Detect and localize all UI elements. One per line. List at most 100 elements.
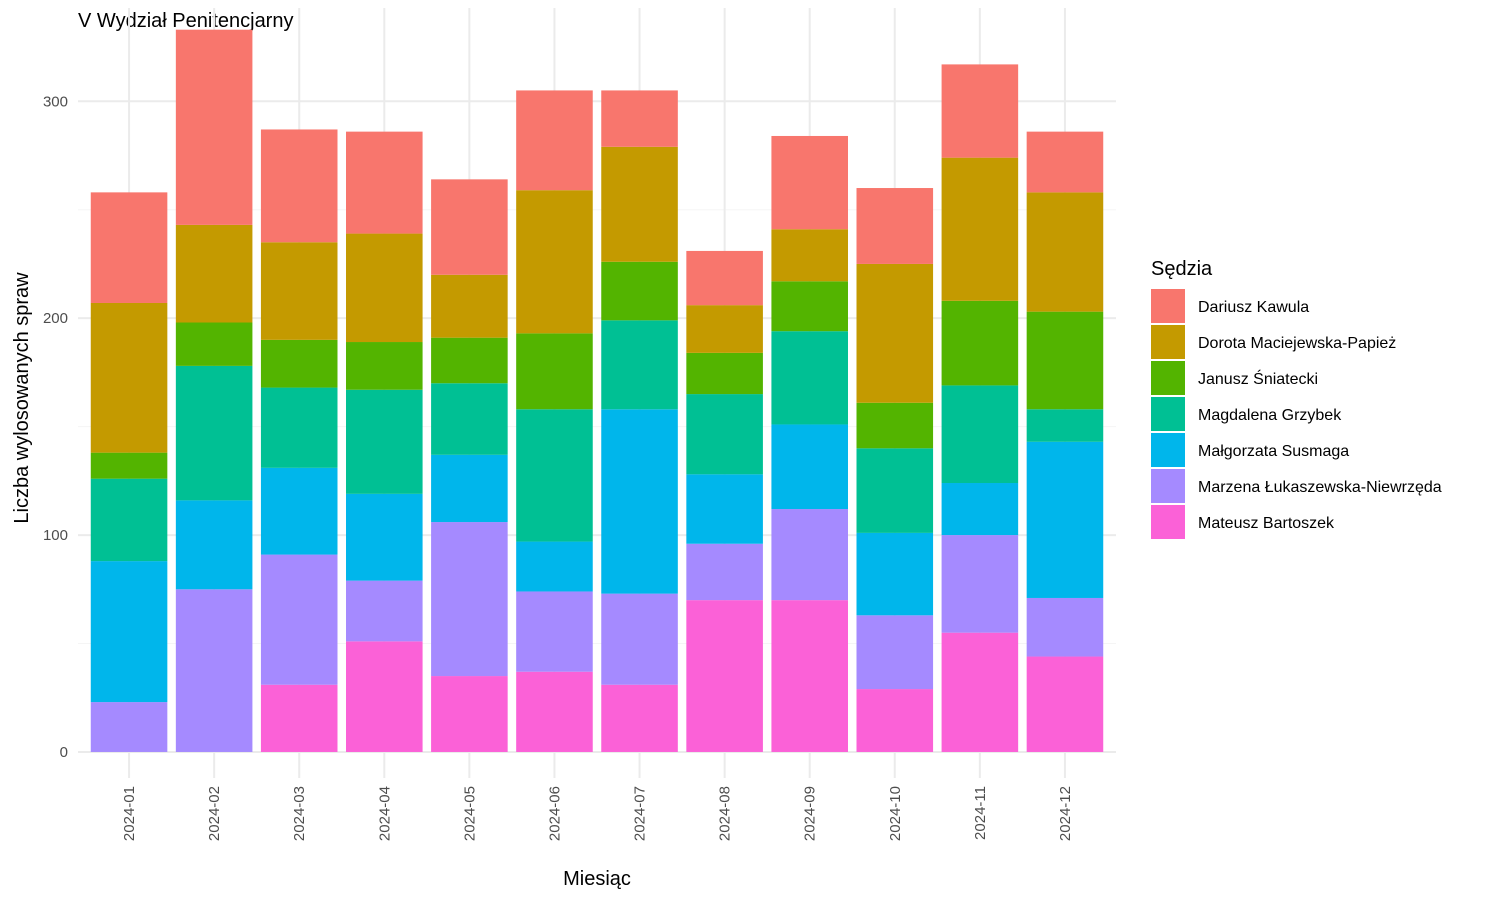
bar-segment	[686, 394, 763, 475]
bar-segment	[771, 135, 848, 230]
bar-segment	[346, 342, 423, 390]
bar-segment	[346, 580, 423, 642]
bar-segment	[601, 320, 678, 410]
x-tick-label: 2024-08	[717, 786, 734, 841]
bar-segment	[431, 454, 508, 523]
bar-segment	[1026, 597, 1104, 657]
bar-segment	[856, 188, 934, 264]
bar-segment	[175, 29, 253, 225]
bar-segment	[1026, 409, 1104, 442]
legend-label: Magdalena Grzybek	[1198, 407, 1342, 424]
bar-segment	[1026, 311, 1104, 410]
bar-segment	[941, 157, 1019, 301]
y-axis-tick-labels: 0 100 200 300	[43, 93, 68, 761]
y-tick-label: 100	[43, 527, 68, 544]
bar-segment	[941, 300, 1019, 386]
legend-key	[1151, 325, 1185, 359]
bar-segment	[601, 409, 678, 594]
bar-segment	[856, 689, 934, 752]
bar-segment	[771, 600, 848, 752]
bar-segment	[601, 684, 678, 752]
bar-segment	[346, 493, 423, 581]
bar-segment	[1026, 192, 1104, 312]
bar-segment	[1026, 656, 1104, 752]
bar-segment	[431, 522, 508, 677]
bar-segment	[771, 509, 848, 601]
chart-title: V Wydział Penitencjarny	[78, 10, 293, 32]
bar-segment	[90, 192, 168, 303]
legend-key	[1151, 433, 1185, 467]
bar-segment	[601, 90, 678, 147]
bar-segment	[686, 305, 763, 353]
bar-segment	[856, 402, 934, 449]
bar-segment	[175, 224, 253, 323]
bar-segment	[260, 554, 338, 685]
bar-segment	[941, 64, 1019, 158]
bar-segment	[516, 409, 593, 542]
bar-segment	[260, 467, 338, 555]
bar-segment	[856, 448, 934, 533]
bar-segment	[516, 90, 593, 191]
bar-segment	[856, 263, 934, 403]
legend-key	[1151, 505, 1185, 539]
bar-segment	[431, 274, 508, 338]
x-tick-label: 2024-05	[461, 786, 478, 841]
bar-segment	[856, 615, 934, 690]
bar-segment	[601, 593, 678, 685]
bar-segment	[431, 383, 508, 455]
legend-label: Dorota Maciejewska-Papież	[1198, 335, 1396, 352]
legend-key	[1151, 469, 1185, 503]
y-tick-label: 0	[60, 744, 68, 761]
bar-segment	[175, 322, 253, 366]
bar-segment	[516, 671, 593, 752]
x-tick-label: 2024-03	[291, 786, 308, 841]
bar-segment	[601, 146, 678, 262]
legend-key	[1151, 289, 1185, 323]
x-tick-label: 2024-06	[546, 786, 563, 841]
x-tick-label: 2024-11	[972, 786, 989, 840]
bar-segment	[686, 543, 763, 601]
legend-key	[1151, 397, 1185, 431]
bar-segment	[175, 500, 253, 590]
bar-segment	[90, 452, 168, 479]
x-tick-label: 2024-01	[121, 786, 138, 841]
bar-segment	[516, 333, 593, 410]
bar-segment	[516, 541, 593, 592]
x-axis-tick-labels: 2024-01 2024-02 2024-03 2024-04 2024-05 2024-…	[121, 786, 1074, 841]
bar-segment	[90, 561, 168, 703]
bar-segment	[771, 281, 848, 332]
legend-label: Marzena Łukaszewska-Niewrzęda	[1198, 479, 1442, 496]
bar-segment	[516, 591, 593, 672]
legend-label: Janusz Śniatecki	[1198, 369, 1318, 388]
bar-segment	[346, 389, 423, 494]
bar-segment	[686, 600, 763, 752]
bar-segment	[941, 483, 1019, 536]
bar-segment	[771, 331, 848, 425]
bar-segment	[771, 229, 848, 282]
bar-segment	[431, 179, 508, 275]
bar-segment	[856, 532, 934, 616]
bar-segment	[260, 242, 338, 340]
bar-segment	[431, 337, 508, 384]
bar-segment	[260, 339, 338, 388]
bar-segment	[260, 684, 338, 752]
bar-segment	[346, 233, 423, 343]
bar-segment	[175, 365, 253, 501]
bars-group	[90, 29, 1104, 752]
bar-segment	[601, 261, 678, 321]
bar-segment	[771, 424, 848, 510]
bar-segment	[686, 474, 763, 544]
bar-segment	[941, 632, 1019, 752]
legend-label: Małgorzata Susmaga	[1198, 443, 1349, 460]
bar-segment	[346, 641, 423, 752]
bar-segment	[1026, 441, 1104, 598]
bar-segment	[90, 702, 168, 752]
x-tick-label: 2024-09	[802, 786, 819, 841]
legend-title: Sędzia	[1151, 258, 1213, 280]
y-tick-label: 200	[43, 310, 68, 327]
legend-key	[1151, 361, 1185, 395]
bar-segment	[175, 589, 253, 752]
bar-segment	[90, 478, 168, 562]
legend: Sędzia Dariusz Kawula Dorota Maciejewska-…	[1151, 258, 1442, 539]
